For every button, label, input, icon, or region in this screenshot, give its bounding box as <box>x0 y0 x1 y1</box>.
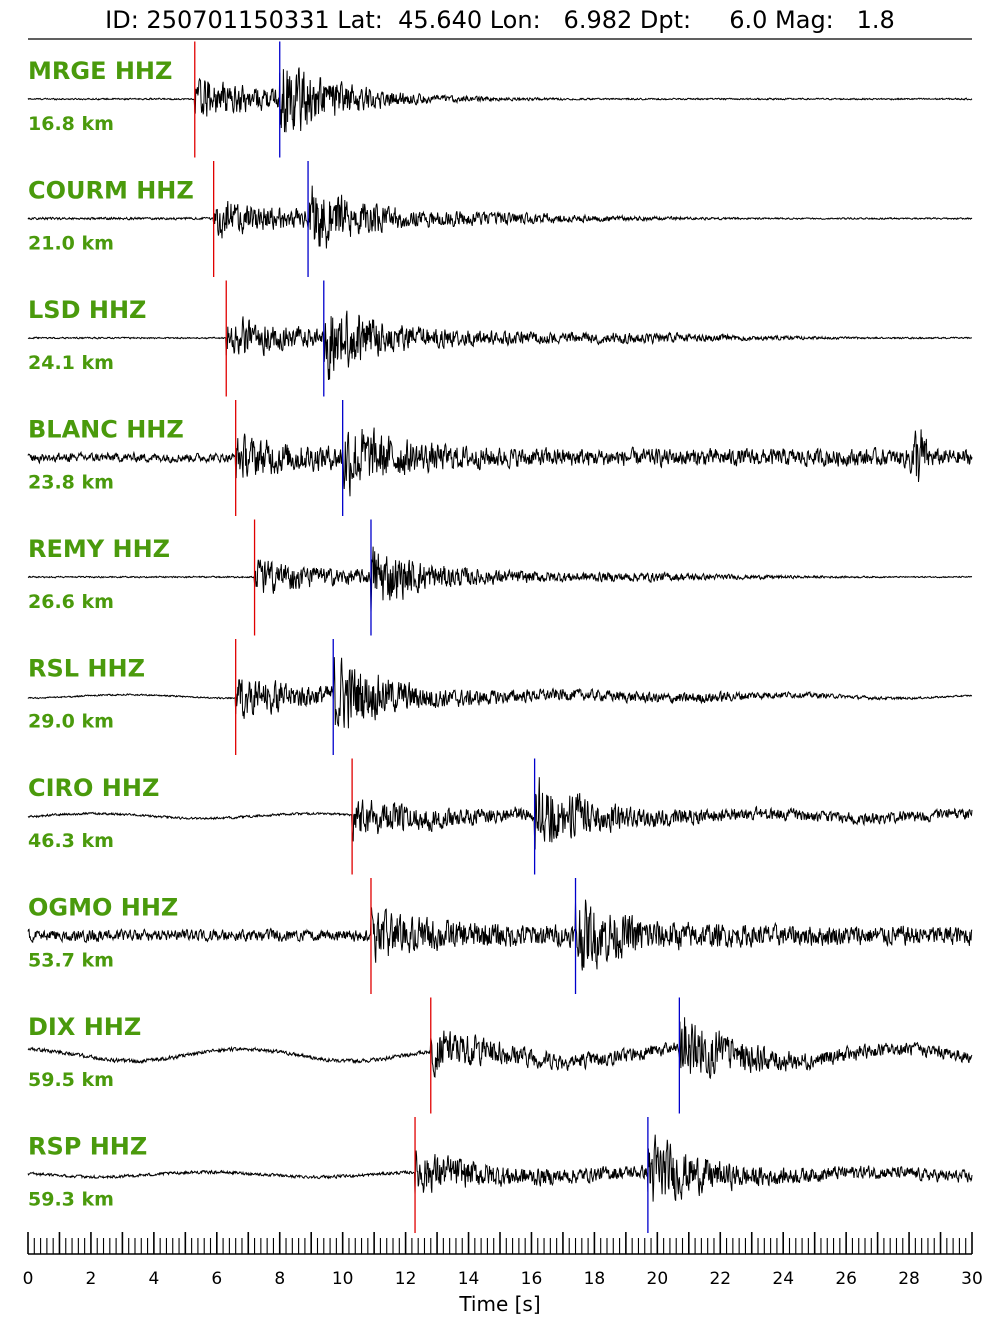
station-name: LSD HHZ <box>28 296 146 324</box>
x-tick-label: 10 <box>332 1269 354 1289</box>
x-tick-label: 28 <box>898 1269 920 1289</box>
x-tick-label: 8 <box>274 1269 285 1289</box>
station-name: RSP HHZ <box>28 1133 147 1161</box>
station-distance: 59.5 km <box>28 1069 114 1091</box>
x-tick-label: 14 <box>458 1269 480 1289</box>
station-distance: 53.7 km <box>28 950 114 972</box>
waveform-line <box>27 1017 973 1080</box>
station-trace-2: LSD HHZ 24.1 km <box>27 280 972 397</box>
station-trace-1: COURM HHZ 21.0 km <box>27 161 973 277</box>
station-distance: 26.6 km <box>28 591 114 613</box>
station-distance: 24.1 km <box>28 352 114 374</box>
station-trace-9: RSP HHZ 59.3 km <box>27 1117 973 1233</box>
x-tick-label: 18 <box>584 1269 606 1289</box>
station-name: CIRO HHZ <box>28 774 159 802</box>
waveform-line <box>27 185 973 249</box>
waveform-line <box>27 67 973 133</box>
station-name: COURM HHZ <box>28 177 194 205</box>
station-trace-6: CIRO HHZ 46.3 km <box>27 758 973 875</box>
station-distance: 59.3 km <box>28 1189 114 1211</box>
waveform-line <box>27 1134 973 1202</box>
x-axis-label: Time [s] <box>458 1292 540 1316</box>
station-name: REMY HHZ <box>28 535 170 563</box>
event-header: ID: 250701150331 Lat: 45.640 Lon: 6.982 … <box>105 6 895 34</box>
station-distance: 29.0 km <box>28 711 114 733</box>
station-trace-0: MRGE HHZ 16.8 km <box>27 41 973 158</box>
station-distance: 21.0 km <box>28 233 114 255</box>
station-trace-3: BLANC HHZ 23.8 km <box>27 400 973 516</box>
station-trace-4: REMY HHZ 26.6 km <box>27 519 973 636</box>
x-tick-label: 16 <box>521 1269 543 1289</box>
x-tick-label: 26 <box>835 1269 857 1289</box>
x-tick-label: 20 <box>647 1269 669 1289</box>
x-tick-label: 2 <box>86 1269 97 1289</box>
x-tick-label: 0 <box>23 1269 34 1289</box>
x-tick-label: 22 <box>709 1269 731 1289</box>
station-distance: 23.8 km <box>28 472 114 494</box>
station-distance: 46.3 km <box>28 830 114 852</box>
waveform-line <box>27 777 973 850</box>
station-trace-5: RSL HHZ 29.0 km <box>27 639 973 755</box>
station-name: BLANC HHZ <box>28 416 184 444</box>
traces-group: MRGE HHZ 16.8 km COURM HHZ 21.0 km LSD HHZ 24… <box>27 41 973 1233</box>
x-tick-label: 4 <box>148 1269 159 1289</box>
waveform-line <box>27 899 973 971</box>
x-tick-label: 30 <box>961 1269 983 1289</box>
waveform-line <box>27 427 973 497</box>
x-tick-label: 6 <box>211 1269 222 1289</box>
station-name: DIX HHZ <box>28 1013 141 1041</box>
waveform-line <box>27 657 973 729</box>
station-trace-8: DIX HHZ 59.5 km <box>27 997 973 1114</box>
x-tick-label: 24 <box>772 1269 794 1289</box>
x-tick-label: 12 <box>395 1269 417 1289</box>
waveform-line <box>27 310 972 381</box>
waveform-line <box>27 546 973 613</box>
station-name: RSL HHZ <box>28 655 145 683</box>
station-trace-7: OGMO HHZ 53.7 km <box>27 878 973 994</box>
station-name: OGMO HHZ <box>28 894 178 922</box>
station-name: MRGE HHZ <box>28 57 172 85</box>
station-distance: 16.8 km <box>28 113 114 135</box>
